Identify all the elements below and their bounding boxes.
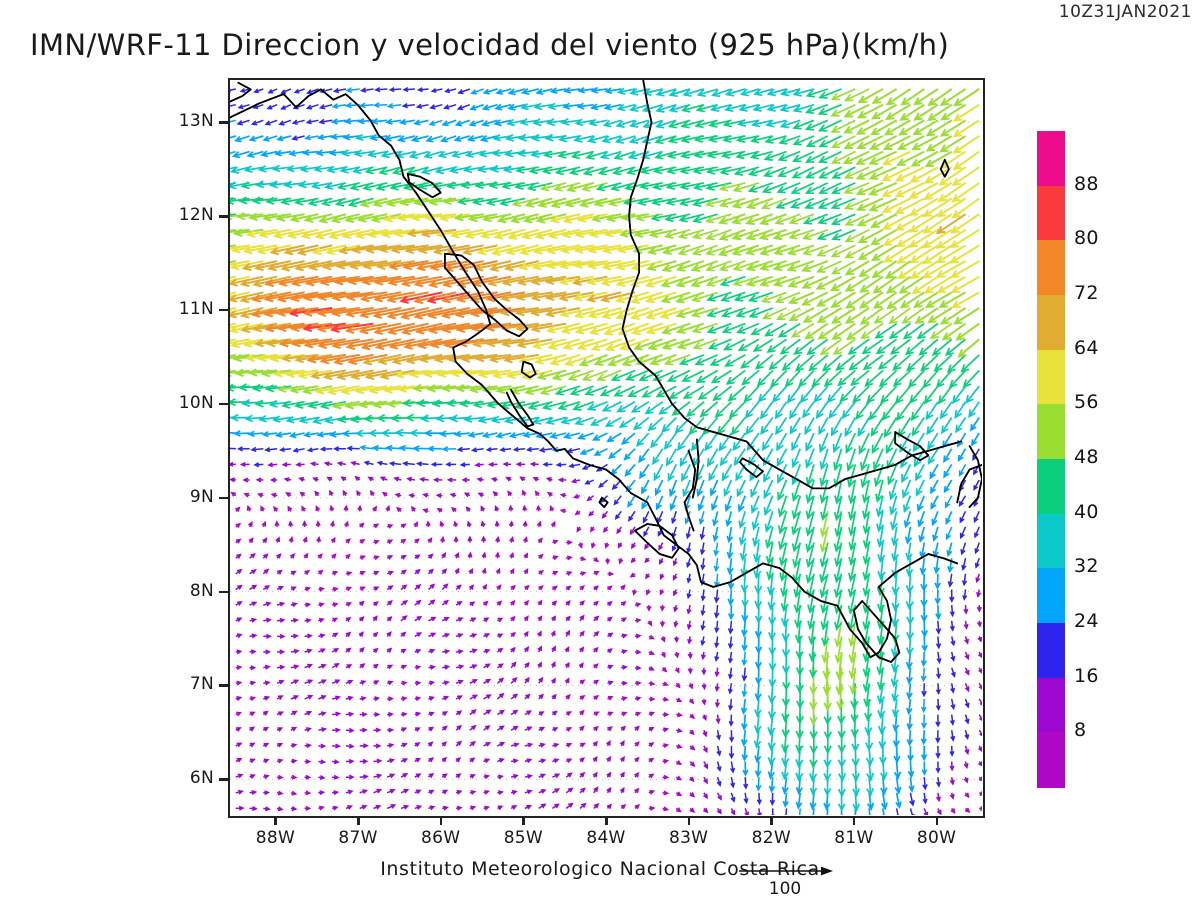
y-axis-tick bbox=[219, 590, 228, 594]
coastlines bbox=[230, 80, 982, 663]
x-axis-tick bbox=[770, 816, 773, 825]
x-axis-label: 83W bbox=[668, 828, 709, 848]
y-axis-tick bbox=[219, 308, 228, 312]
colorbar-band[interactable] bbox=[1037, 404, 1065, 460]
colorbar-tick-label: 32 bbox=[1074, 555, 1099, 578]
y-axis-label: 11N bbox=[178, 298, 214, 319]
page-title: IMN/WRF-11 Direccion y velocidad del vie… bbox=[30, 28, 950, 62]
colorbar-band[interactable] bbox=[1037, 459, 1065, 515]
map-plot-area[interactable] bbox=[228, 78, 985, 818]
y-axis-label: 7N bbox=[189, 674, 214, 695]
x-axis-label: 84W bbox=[586, 828, 626, 848]
x-axis-label: 81W bbox=[834, 828, 874, 848]
colorbar-band[interactable] bbox=[1037, 677, 1065, 733]
x-axis-label: 85W bbox=[503, 828, 544, 848]
reference-vector: 100 bbox=[737, 862, 857, 899]
x-axis-tick bbox=[522, 816, 525, 825]
colorbar-tick-label: 16 bbox=[1074, 664, 1099, 687]
x-axis-label: 87W bbox=[338, 828, 378, 848]
colorbar-tick-label: 24 bbox=[1074, 610, 1099, 632]
colorbar-band[interactable] bbox=[1037, 623, 1065, 679]
colorbar-tick-label: 64 bbox=[1074, 336, 1099, 359]
colorbar-band[interactable] bbox=[1037, 240, 1065, 296]
y-axis-tick bbox=[219, 402, 228, 406]
y-axis-tick bbox=[219, 121, 228, 124]
colorbar-tick-label: 56 bbox=[1074, 391, 1099, 414]
footer-credit: Instituto Meteorologico Nacional Costa R… bbox=[380, 858, 820, 880]
y-axis-label: 8N bbox=[189, 580, 214, 601]
colorbar-band[interactable] bbox=[1037, 513, 1065, 569]
x-axis-label: 80W bbox=[916, 828, 957, 848]
y-axis-label: 9N bbox=[189, 486, 214, 507]
x-axis-tick bbox=[357, 816, 360, 825]
y-axis-label: 6N bbox=[189, 768, 214, 789]
colorbar[interactable] bbox=[1037, 131, 1065, 788]
colorbar-band[interactable] bbox=[1037, 568, 1065, 624]
date-stamp: 10Z31JAN2021 bbox=[1058, 2, 1192, 22]
colorbar-band[interactable] bbox=[1037, 732, 1065, 788]
wind-vector-field bbox=[230, 80, 982, 815]
x-axis-label: 82W bbox=[751, 828, 791, 848]
colorbar-band[interactable] bbox=[1037, 185, 1065, 241]
colorbar-tick-label: 80 bbox=[1074, 227, 1099, 250]
y-axis-label: 10N bbox=[178, 392, 214, 413]
colorbar-tick-label: 88 bbox=[1074, 172, 1099, 195]
colorbar-band[interactable] bbox=[1037, 131, 1065, 187]
wind-barbs bbox=[230, 86, 982, 815]
y-axis-label: 12N bbox=[178, 205, 214, 226]
x-axis-label: 86W bbox=[421, 828, 461, 848]
colorbar-tick-label: 8 bbox=[1074, 719, 1087, 742]
reference-vector-label: 100 bbox=[768, 879, 802, 899]
y-axis-tick bbox=[219, 215, 228, 218]
y-axis-tick bbox=[219, 778, 228, 781]
colorbar-band[interactable] bbox=[1037, 295, 1065, 351]
colorbar-tick-label: 40 bbox=[1074, 500, 1099, 523]
y-axis-label: 13N bbox=[178, 111, 214, 132]
y-axis-tick bbox=[219, 496, 228, 500]
colorbar-tick-label: 48 bbox=[1074, 446, 1099, 468]
colorbar-tick-label: 72 bbox=[1074, 282, 1099, 304]
x-axis-label: 88W bbox=[255, 828, 296, 848]
x-axis-tick bbox=[852, 816, 856, 825]
x-axis-tick bbox=[935, 816, 939, 825]
x-axis-tick bbox=[274, 816, 277, 825]
x-axis-tick bbox=[687, 816, 691, 825]
y-axis-tick bbox=[219, 684, 228, 687]
colorbar-band[interactable] bbox=[1037, 349, 1065, 405]
x-axis-tick bbox=[605, 816, 608, 825]
x-axis-tick bbox=[439, 816, 443, 825]
